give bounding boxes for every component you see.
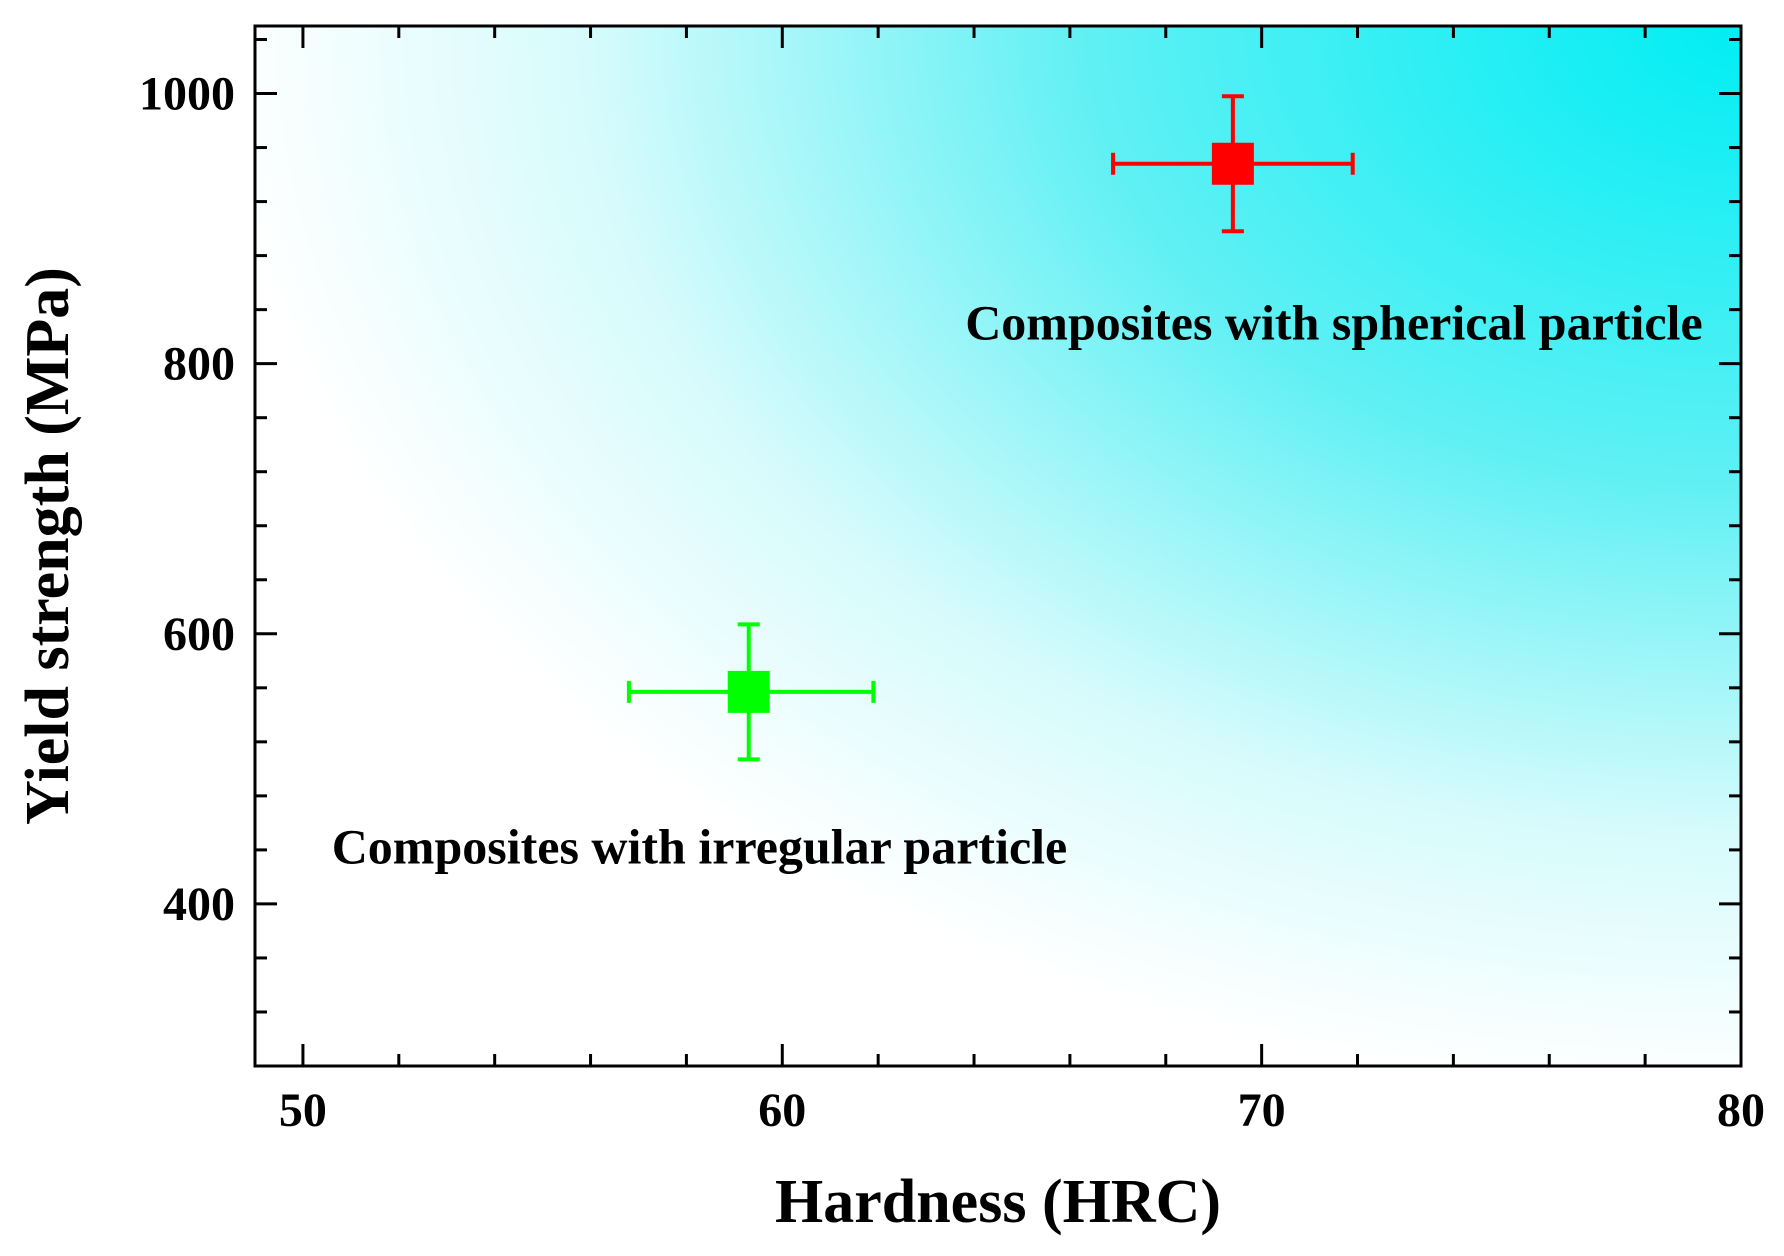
x-tick-label: 60 [758, 1084, 806, 1137]
annotations: Composites with spherical particle Compos… [332, 294, 1703, 874]
x-tick-label: 50 [279, 1084, 327, 1137]
y-tick-label: 400 [163, 878, 235, 931]
axis-ticks [255, 26, 1743, 1066]
data-points [727, 142, 1254, 713]
x-tick-label: 70 [1238, 1084, 1286, 1137]
data-point [1211, 142, 1254, 185]
tick-labels: 50 60 70 80 400 600 800 1000 [139, 68, 1765, 1137]
y-tick-label: 1000 [139, 68, 235, 121]
data-point [727, 670, 770, 713]
y-tick-label: 800 [163, 338, 235, 391]
plot-background [255, 26, 1741, 1066]
plot-frame [253, 24, 1743, 1068]
y-tick-label: 600 [163, 608, 235, 661]
annotation-label: Composites with irregular particle [332, 818, 1068, 874]
x-axis-label: Hardness (HRC) [775, 1168, 1221, 1236]
annotation-label: Composites with spherical particle [965, 294, 1702, 350]
y-axis-label: Yield strength (MPa) [14, 267, 82, 825]
x-tick-label: 80 [1717, 1084, 1765, 1137]
